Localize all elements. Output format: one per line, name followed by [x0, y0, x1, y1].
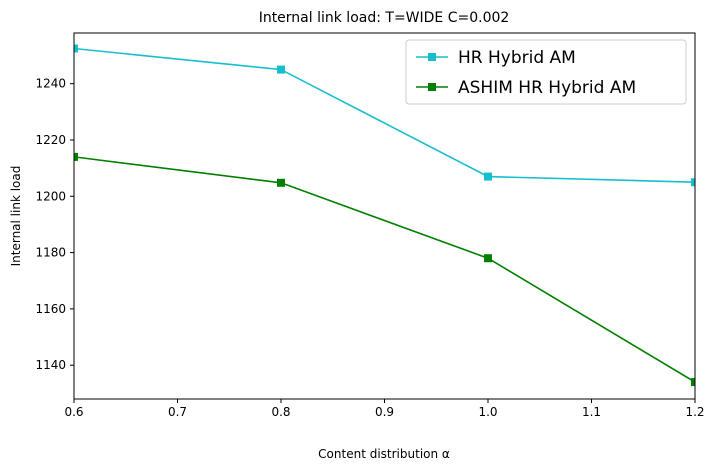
chart-title: Internal link load: T=WIDE C=0.002 — [259, 10, 510, 26]
y-tick-label: 1240 — [35, 77, 66, 91]
x-tick-label: 0.7 — [168, 405, 187, 419]
data-point — [484, 254, 492, 263]
legend-label-ashim-hr-hybrid-am: ASHIM HR Hybrid AM — [458, 78, 636, 98]
x-tick-label: 0.6 — [64, 405, 83, 419]
series-line — [74, 47, 695, 184]
legend-box — [405, 39, 687, 105]
x-tick-label: 0.9 — [375, 405, 394, 419]
legend-label-hr-hybrid-am: HR Hybrid AM — [458, 48, 576, 68]
data-point — [74, 152, 78, 161]
series-line — [74, 156, 695, 383]
data-series — [74, 44, 695, 387]
y-tick-label: 1160 — [35, 302, 66, 316]
x-axis-label: Content distribution α — [318, 447, 450, 461]
x-tick-label: 1.2 — [685, 405, 704, 419]
y-tick-label: 1140 — [35, 358, 66, 372]
legend-marker-hr-hybrid-am — [428, 53, 436, 61]
y-axis-label: Internal link load — [9, 166, 23, 267]
y-tick-label: 1200 — [35, 189, 66, 203]
legend: HR Hybrid AM ASHIM HR Hybrid AM — [405, 39, 687, 105]
x-tick-label: 1.1 — [582, 405, 601, 419]
data-point — [484, 172, 492, 181]
y-tick-label: 1180 — [35, 246, 66, 260]
data-point — [277, 178, 285, 187]
x-tick-label: 1.0 — [478, 405, 497, 419]
y-tick-label: 1220 — [35, 133, 66, 147]
data-point — [691, 378, 695, 387]
axes-frame — [73, 32, 696, 400]
data-point — [691, 178, 695, 187]
data-point — [74, 44, 78, 53]
data-point — [277, 65, 285, 74]
legend-marker-ashim-hr-hybrid-am — [428, 83, 436, 91]
x-tick-label: 0.8 — [271, 405, 290, 419]
axis-ticks: 0.6 0.7 0.8 0.9 1.0 1.1 1.2 1140 1160 1180 1200 122… — [35, 77, 704, 419]
